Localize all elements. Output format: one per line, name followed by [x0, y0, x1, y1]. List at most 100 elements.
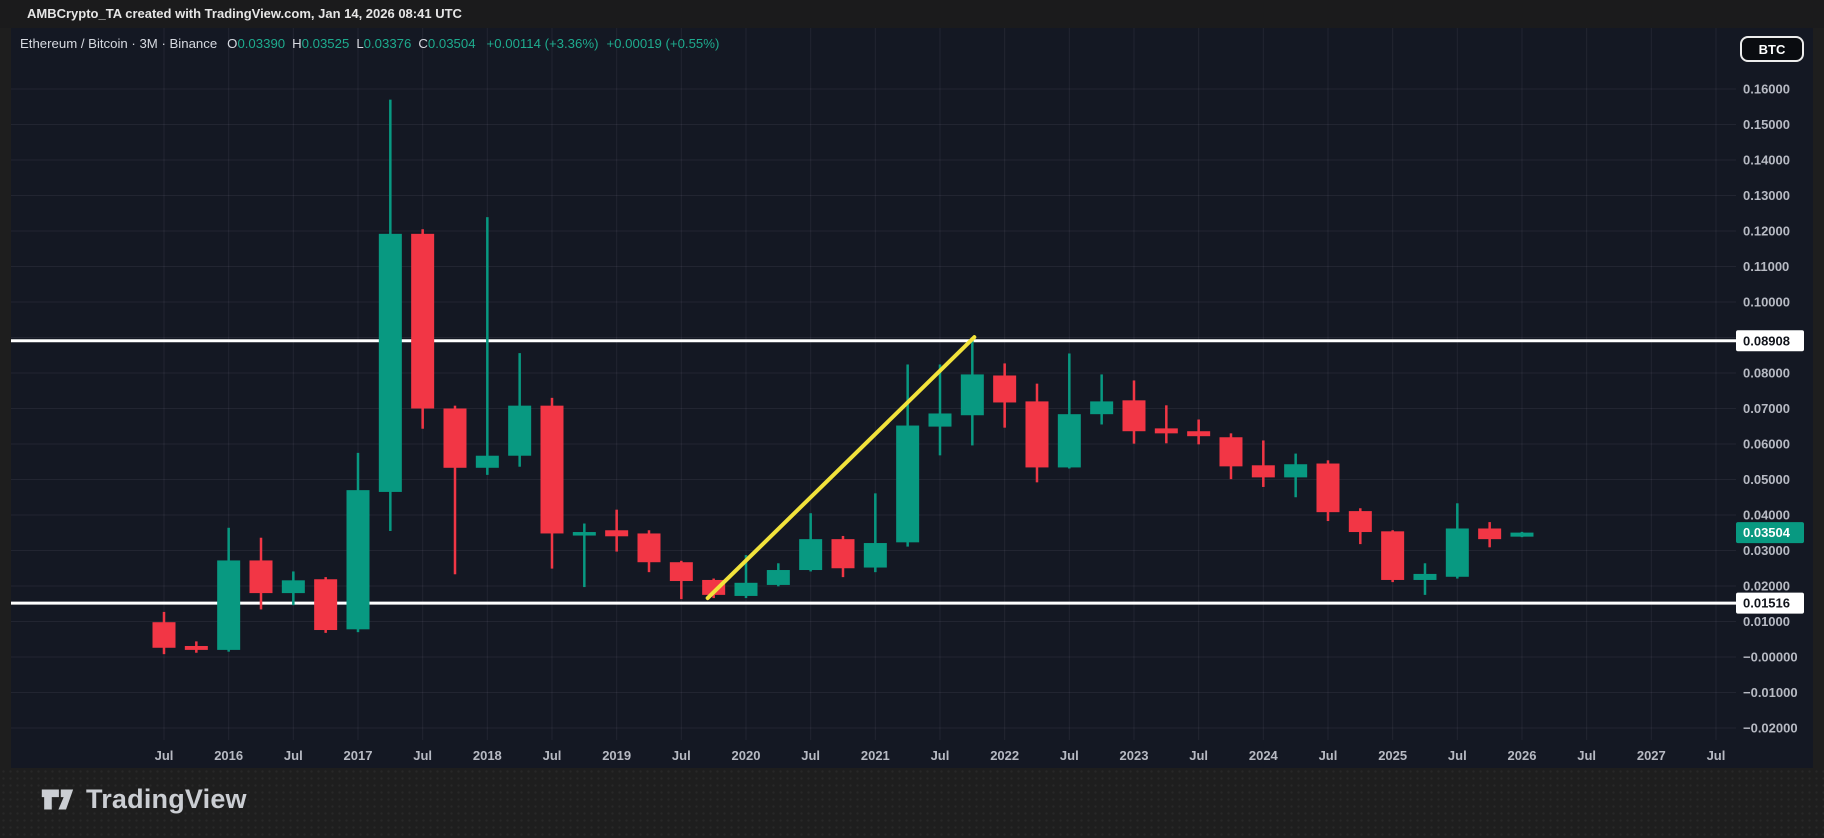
- legend-changes: +0.00114 (+3.36%) +0.00019 (+0.55%): [483, 36, 724, 51]
- price-axis-label: 0.14000: [1743, 153, 1790, 168]
- candle-body: [928, 413, 952, 427]
- candle-body: [1187, 431, 1211, 437]
- price-axis-label: 0.08000: [1743, 366, 1790, 381]
- price-axis-label: 0.16000: [1743, 82, 1790, 97]
- candle-body: [508, 405, 532, 456]
- time-axis-label: Jul: [1060, 748, 1079, 763]
- candle-body: [572, 532, 596, 536]
- time-axis-label: 2016: [214, 748, 243, 763]
- candle-body: [1284, 464, 1308, 478]
- time-axis-label: Jul: [801, 748, 820, 763]
- ohlc-field: C0.03504: [418, 36, 476, 51]
- candle-wick: [1262, 440, 1265, 487]
- brand-name: TradingView: [86, 783, 247, 814]
- candle-body: [831, 539, 855, 569]
- candle-body: [314, 579, 338, 631]
- candle-body: [1348, 511, 1372, 533]
- candle-body: [249, 560, 273, 594]
- price-axis-label: 0.11000: [1743, 259, 1789, 274]
- level-price-tag: [1736, 330, 1804, 352]
- candle-body: [799, 539, 823, 571]
- time-axis-label: Jul: [1707, 748, 1726, 763]
- time-axis-label: 2022: [990, 748, 1019, 763]
- price-axis-label: 0.13000: [1743, 188, 1790, 203]
- candle-wick: [744, 555, 748, 599]
- candle-body: [863, 543, 887, 568]
- chart-canvas[interactable]: 0.16000 0.15000 0.14000 0.13000 0.12000 0.110…: [11, 28, 1813, 768]
- time-axis-label: Jul: [1577, 748, 1596, 763]
- time-axis-label: 2018: [473, 748, 502, 763]
- time-axis-label: 2023: [1120, 748, 1149, 763]
- ohlc-field: L0.03376: [356, 36, 412, 51]
- candle-body: [766, 570, 790, 585]
- candle-wick: [1068, 353, 1071, 469]
- candle-body: [1478, 528, 1502, 540]
- tradingview-logo[interactable]: TradingView: [38, 780, 247, 818]
- candle-body: [1381, 531, 1405, 580]
- candle-body: [993, 375, 1017, 403]
- candle-body: [1090, 401, 1114, 415]
- attribution-bar: AMBCrypto_TA created with TradingView.co…: [0, 0, 1824, 28]
- price-axis-label: 0.12000: [1743, 224, 1790, 239]
- price-axis-label: −0.00000: [1743, 650, 1798, 665]
- candle-wick: [486, 217, 489, 475]
- price-axis-label: 0.06000: [1743, 437, 1790, 452]
- change-value: +0.00019 (+0.55%): [606, 36, 720, 51]
- time-axis-label: 2027: [1637, 748, 1666, 763]
- candle-body: [1413, 573, 1437, 580]
- candle-body: [1219, 437, 1243, 467]
- attribution-text: AMBCrypto_TA created with TradingView.co…: [27, 6, 462, 21]
- candle-body: [1057, 414, 1081, 468]
- chart-pane: 0.16000 0.15000 0.14000 0.13000 0.12000 0.110…: [11, 28, 1813, 768]
- candle-body: [1316, 463, 1340, 513]
- time-axis-label: Jul: [155, 748, 174, 763]
- candle-body: [960, 374, 984, 416]
- last-price-tag-text: 0.03504: [1743, 525, 1791, 540]
- price-axis-label: 0.03000: [1743, 543, 1790, 558]
- time-axis-label: 2026: [1508, 748, 1537, 763]
- trendline: [705, 335, 977, 601]
- time-axis-label: Jul: [413, 748, 432, 763]
- last-price-tag: [1736, 522, 1804, 544]
- candle-body: [1510, 532, 1534, 537]
- level-price-tag: [1736, 592, 1804, 614]
- ohlc-field: O0.03390: [227, 36, 286, 51]
- price-axis-label: 0.15000: [1743, 117, 1790, 132]
- tradingview-icon: [41, 789, 74, 810]
- candle-body: [281, 580, 305, 594]
- candle-wick: [1100, 374, 1103, 425]
- candle-body: [152, 622, 176, 648]
- time-axis-label: 2021: [861, 748, 890, 763]
- time-axis-label: Jul: [931, 748, 950, 763]
- legend: Ethereum / Bitcoin · 3M · Binance O0.0339…: [20, 34, 723, 54]
- quote-currency-button[interactable]: BTC: [1740, 36, 1804, 62]
- price-axis-label: 0.02000: [1743, 579, 1790, 594]
- time-axis-label: Jul: [1189, 748, 1208, 763]
- time-axis-label: Jul: [1448, 748, 1467, 763]
- time-axis-label: Jul: [543, 748, 562, 763]
- candle-body: [1251, 465, 1275, 478]
- price-axis-label: 0.07000: [1743, 401, 1790, 416]
- level-price-tag-text: 0.01516: [1743, 596, 1790, 611]
- time-axis-label: 2017: [344, 748, 373, 763]
- candle-body: [702, 579, 726, 595]
- time-axis-label: Jul: [284, 748, 303, 763]
- candle-body: [1122, 400, 1146, 432]
- ohlc-field: H0.03525: [292, 36, 350, 51]
- candle-body: [217, 560, 241, 650]
- candle-body: [540, 405, 564, 534]
- candle-body: [378, 233, 402, 492]
- candle-body: [475, 455, 499, 468]
- time-axis-label: Jul: [1319, 748, 1338, 763]
- candle-body: [637, 533, 661, 563]
- level-price-tag-text: 0.08908: [1743, 333, 1790, 348]
- candle-body: [1025, 401, 1049, 468]
- candle-body: [1154, 428, 1178, 434]
- candle-body: [669, 562, 693, 582]
- price-axis-label: 0.04000: [1743, 508, 1790, 523]
- candle-wick: [1165, 405, 1168, 444]
- candle-body: [1445, 528, 1469, 577]
- symbol-title[interactable]: Ethereum / Bitcoin · 3M · Binance: [20, 36, 218, 51]
- candle-body: [346, 490, 370, 630]
- candle-wick: [938, 364, 942, 456]
